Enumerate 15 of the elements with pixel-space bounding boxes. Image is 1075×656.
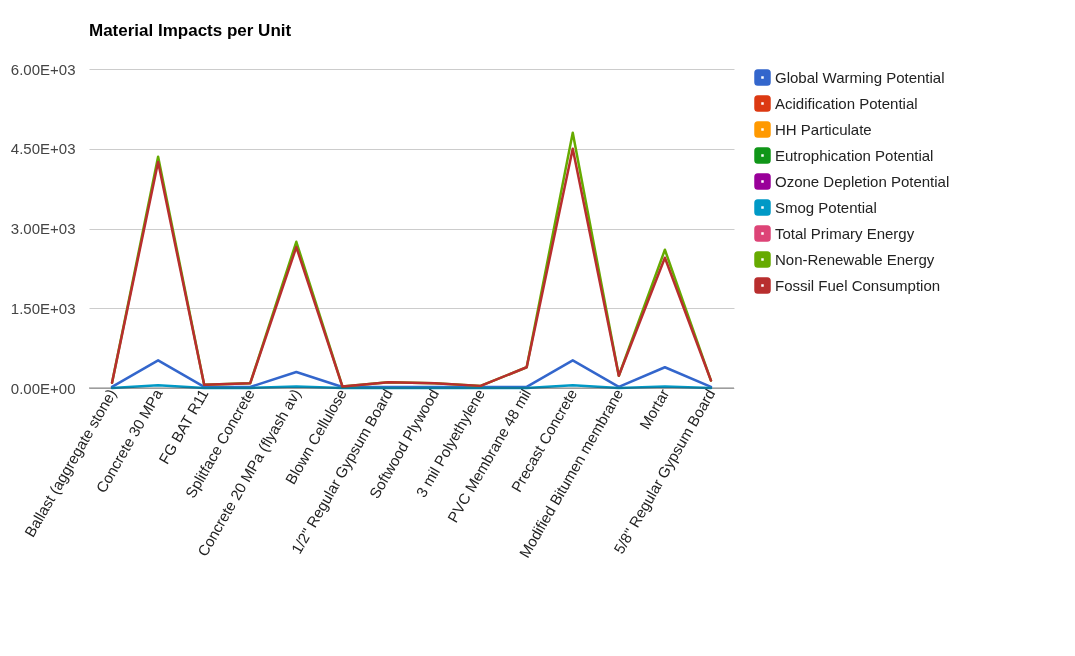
legend-label: HH Particulate: [775, 120, 872, 138]
y-tick-label: 4.50E+03: [10, 140, 76, 158]
legend-label: Fossil Fuel Consumption: [775, 276, 941, 294]
chart-title: Material Impacts per Unit: [89, 21, 292, 40]
legend-label: Eutrophication Potential: [775, 146, 934, 164]
legend-label: Total Primary Energy: [775, 224, 915, 242]
y-tick-label: 1.50E+03: [10, 299, 76, 317]
legend-label: Non-Renewable Energy: [775, 250, 935, 268]
legend-label: Acidification Potential: [775, 94, 918, 112]
legend-label: Smog Potential: [775, 198, 877, 216]
legend-label: Global Warming Potential: [775, 68, 945, 86]
legend-label: Ozone Depletion Potential: [775, 172, 950, 190]
y-tick-label: 6.00E+03: [10, 60, 76, 78]
y-tick-label: 0.00E+00: [10, 379, 76, 397]
y-tick-label: 3.00E+03: [10, 220, 76, 237]
